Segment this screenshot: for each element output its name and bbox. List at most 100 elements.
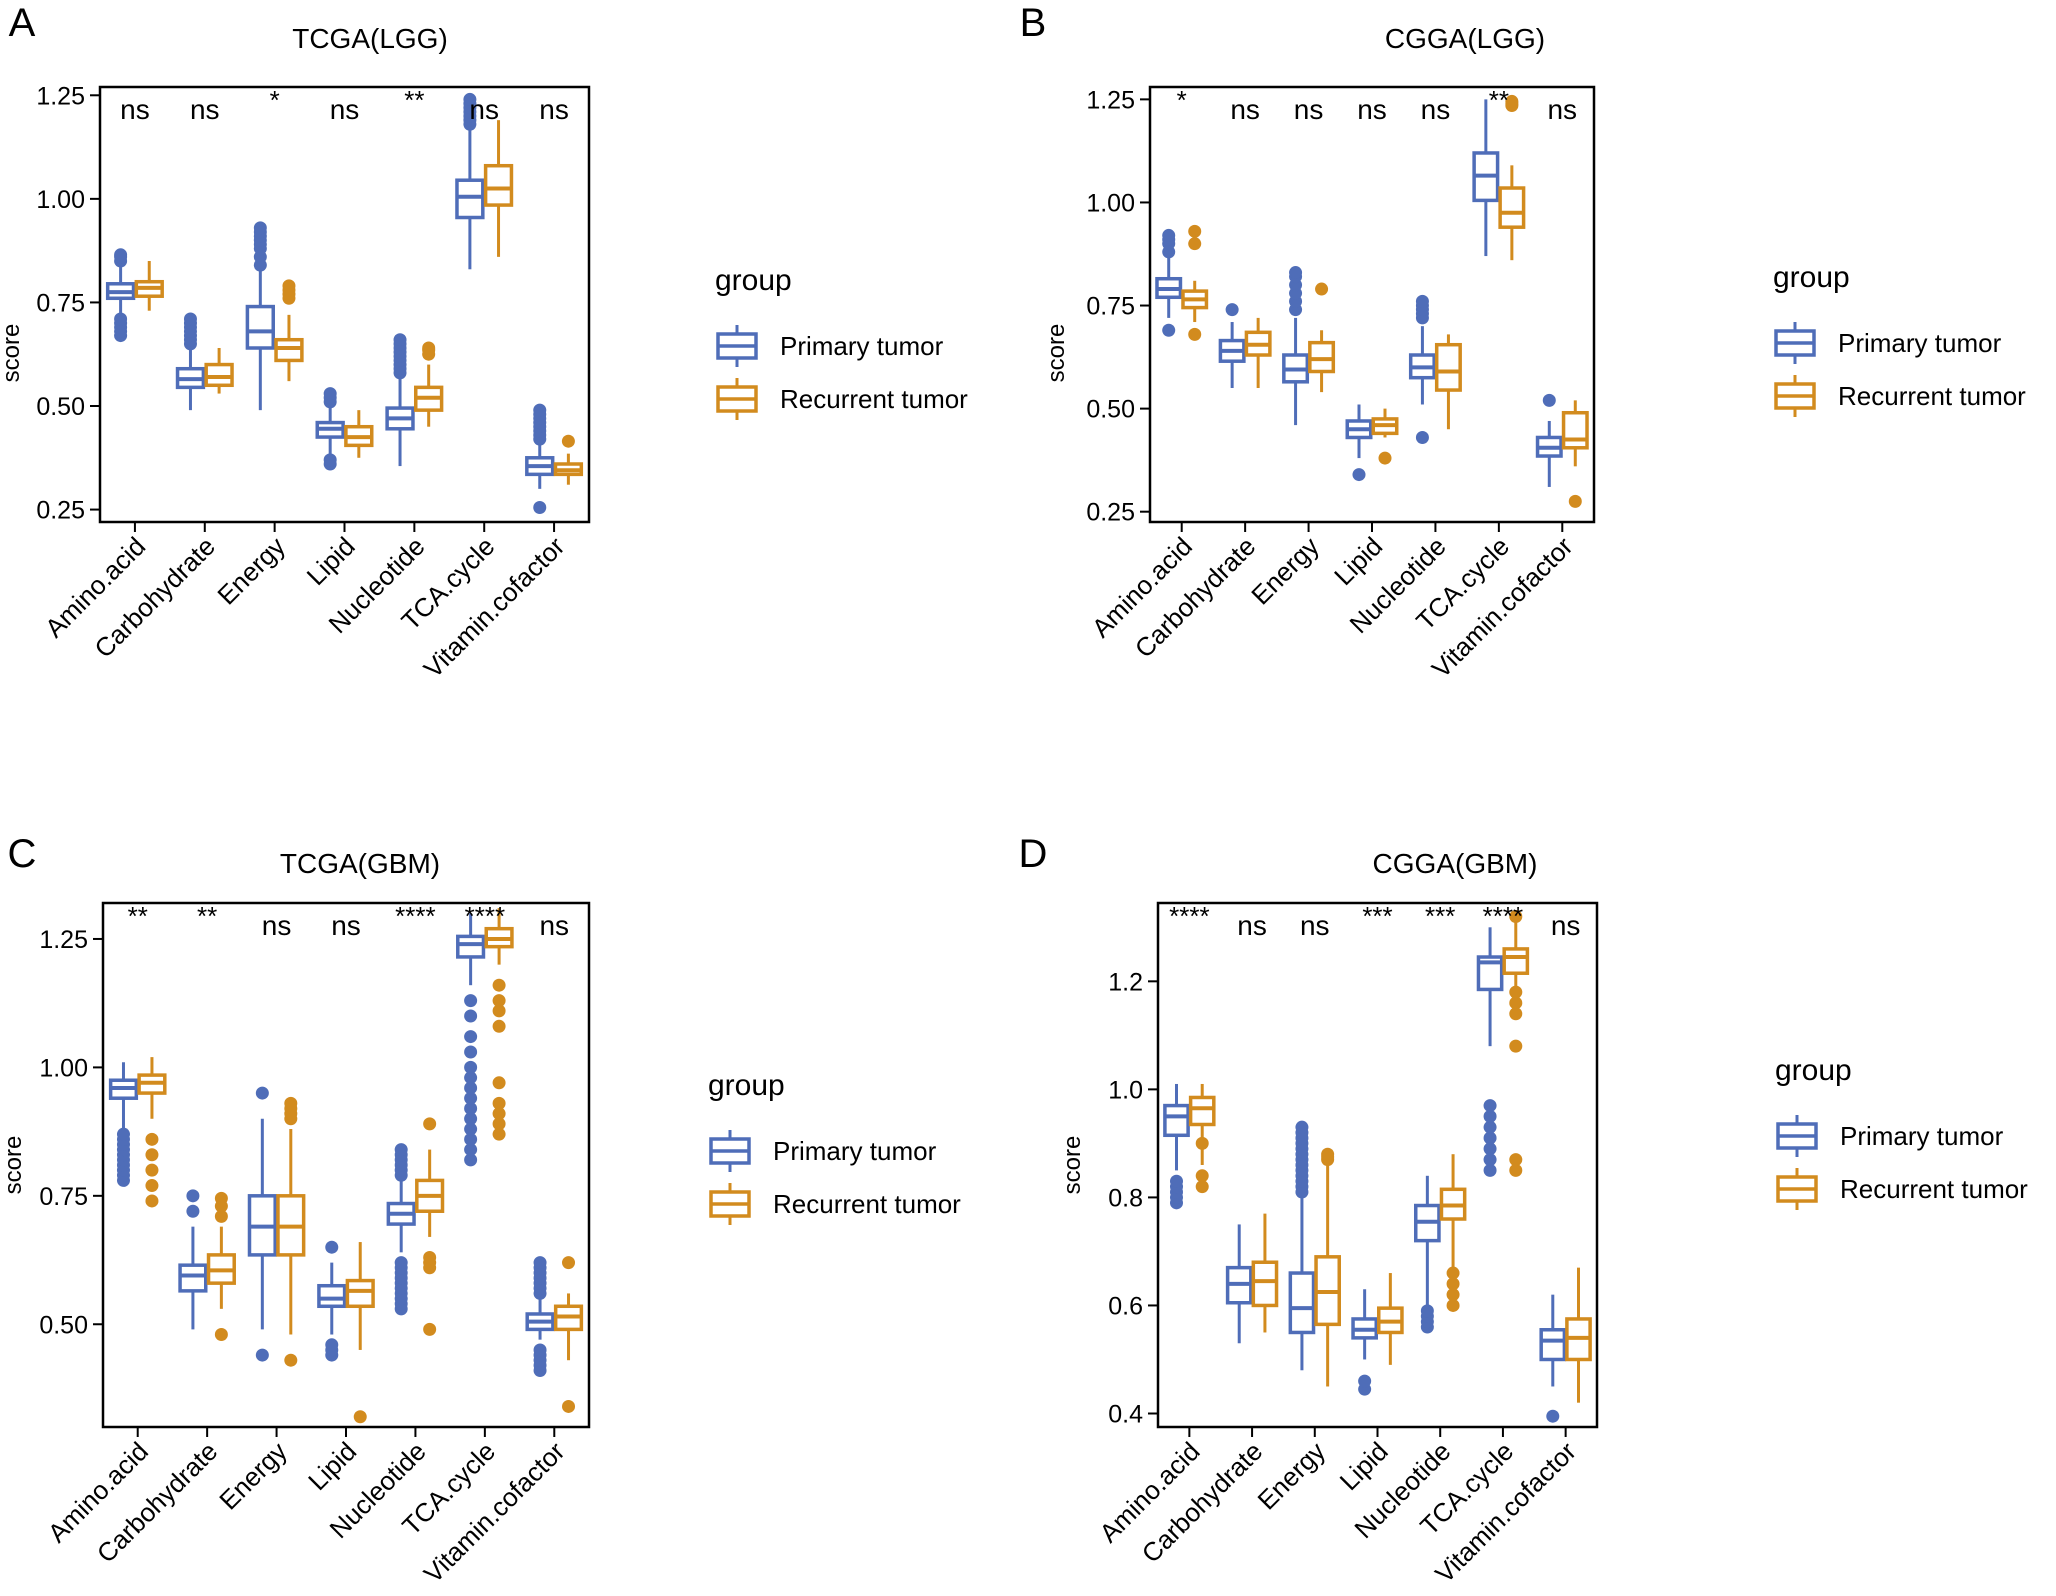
series-recurrent xyxy=(134,120,584,485)
boxplot-nucleotide xyxy=(414,341,444,427)
significance-label: *** xyxy=(1425,901,1455,931)
y-tick-label: 0.25 xyxy=(36,497,85,525)
outlier-point xyxy=(533,501,547,514)
outlier-point xyxy=(145,1194,159,1208)
legend: group Primary tumor Recurrent tumor xyxy=(708,1069,961,1225)
outlier-point xyxy=(492,978,506,992)
box xyxy=(455,178,485,220)
outlier-point xyxy=(1225,303,1239,317)
outlier-point xyxy=(533,403,547,417)
y-tick-label: 1.2 xyxy=(1108,968,1143,996)
y-axis-label: score xyxy=(1043,324,1070,383)
significance-label: ns xyxy=(1551,910,1581,941)
x-tick-label: Energy xyxy=(1252,1436,1331,1515)
boxplot-tca-cycle xyxy=(484,908,514,1141)
significance-label: **** xyxy=(1169,901,1209,931)
boxplot-amino-acid xyxy=(1155,228,1183,337)
boxplot-vitamin-cofactor xyxy=(553,1256,584,1413)
outlier-point xyxy=(1162,323,1176,337)
outlier-point xyxy=(464,1101,478,1115)
box xyxy=(345,1278,375,1309)
outlier-point xyxy=(284,1096,298,1110)
outlier-point xyxy=(1415,430,1429,444)
outlier-point xyxy=(116,1127,130,1141)
boxplot-nucleotide xyxy=(1408,294,1436,444)
boxplot-nucleotide xyxy=(385,333,415,467)
significance-label: * xyxy=(270,85,280,115)
box xyxy=(1308,340,1336,374)
panel-c: C TCGA(GBM)score0.500.751.001.25Amino.aci… xyxy=(0,832,961,1589)
outlier-point xyxy=(1289,266,1303,280)
y-tick-label: 0.4 xyxy=(1108,1400,1143,1428)
outlier-point xyxy=(1170,1174,1184,1188)
legend-label: Recurrent tumor xyxy=(773,1189,961,1219)
box xyxy=(1498,186,1526,229)
y-tick-label: 0.6 xyxy=(1108,1292,1143,1320)
outlier-point xyxy=(464,1081,478,1095)
outlier-point xyxy=(214,1328,228,1342)
y-tick-label: 0.50 xyxy=(1086,396,1135,424)
outlier-point xyxy=(353,1410,367,1424)
outlier-point xyxy=(393,333,407,347)
box xyxy=(317,1283,347,1309)
outlier-point xyxy=(464,1091,478,1105)
boxplot-energy xyxy=(1282,266,1310,426)
boxplot-vitamin-cofactor xyxy=(553,434,584,485)
outlier-point xyxy=(492,1117,506,1131)
box xyxy=(1561,410,1589,450)
outlier-point xyxy=(464,1045,478,1059)
significance-label: ** xyxy=(1489,85,1509,115)
outlier-point xyxy=(464,1060,478,1074)
boxplot-amino-acid xyxy=(108,1062,139,1187)
outlier-point xyxy=(464,1143,478,1157)
x-tick-label: Energy xyxy=(1245,531,1324,610)
outlier-point xyxy=(325,1338,339,1352)
box xyxy=(274,337,304,363)
outlier-point xyxy=(255,1086,269,1100)
legend-key-primary xyxy=(716,325,758,367)
box xyxy=(1539,1328,1567,1362)
legend-key-primary xyxy=(709,1130,751,1172)
y-axis-label: score xyxy=(1059,1136,1086,1195)
outlier-point xyxy=(186,1204,200,1218)
outlier-point xyxy=(423,1322,437,1336)
outlier-point xyxy=(1483,1109,1497,1123)
panel-title: TCGA(LGG) xyxy=(292,23,448,54)
boxplot-lipid xyxy=(345,1242,375,1424)
outlier-point xyxy=(1195,1136,1209,1150)
outlier-point xyxy=(464,1132,478,1146)
outlier-point xyxy=(464,1153,478,1167)
outlier-point xyxy=(323,453,337,467)
outlier-point xyxy=(464,1122,478,1136)
significance-label: ns xyxy=(1357,94,1387,125)
boxplot-lipid xyxy=(1345,404,1373,482)
outlier-point xyxy=(1446,1298,1460,1312)
significance-label: ns xyxy=(1547,94,1577,125)
boxplot-carbohydrate xyxy=(1225,1224,1253,1344)
panel-border xyxy=(1156,901,1599,1429)
legend-label: Primary tumor xyxy=(780,331,944,361)
panel-letter: B xyxy=(1020,1,1047,45)
outlier-point xyxy=(1509,910,1523,924)
boxplot-tca-cycle xyxy=(483,120,514,257)
significance-label: *** xyxy=(1362,901,1392,931)
outlier-point xyxy=(284,1353,298,1367)
outlier-point xyxy=(1420,1304,1434,1318)
outlier-point xyxy=(1415,294,1429,308)
panel-letter: C xyxy=(8,832,37,876)
outlier-point xyxy=(562,1256,576,1270)
outlier-point xyxy=(145,1163,159,1177)
outlier-point xyxy=(464,1009,478,1023)
legend-key-recurrent xyxy=(1774,375,1816,417)
outlier-point xyxy=(1446,1266,1460,1280)
panel-letter: D xyxy=(1019,832,1048,876)
outlier-point xyxy=(1483,1099,1497,1113)
significance-label: ns xyxy=(330,94,360,125)
outlier-point xyxy=(183,312,197,326)
x-tick-label: Energy xyxy=(213,1436,292,1515)
y-tick-label: 1.00 xyxy=(39,1054,88,1082)
legend-key-recurrent xyxy=(716,378,758,420)
legend-title: group xyxy=(715,264,792,297)
boxplot-lipid xyxy=(317,1240,347,1362)
outlier-point xyxy=(114,312,128,326)
